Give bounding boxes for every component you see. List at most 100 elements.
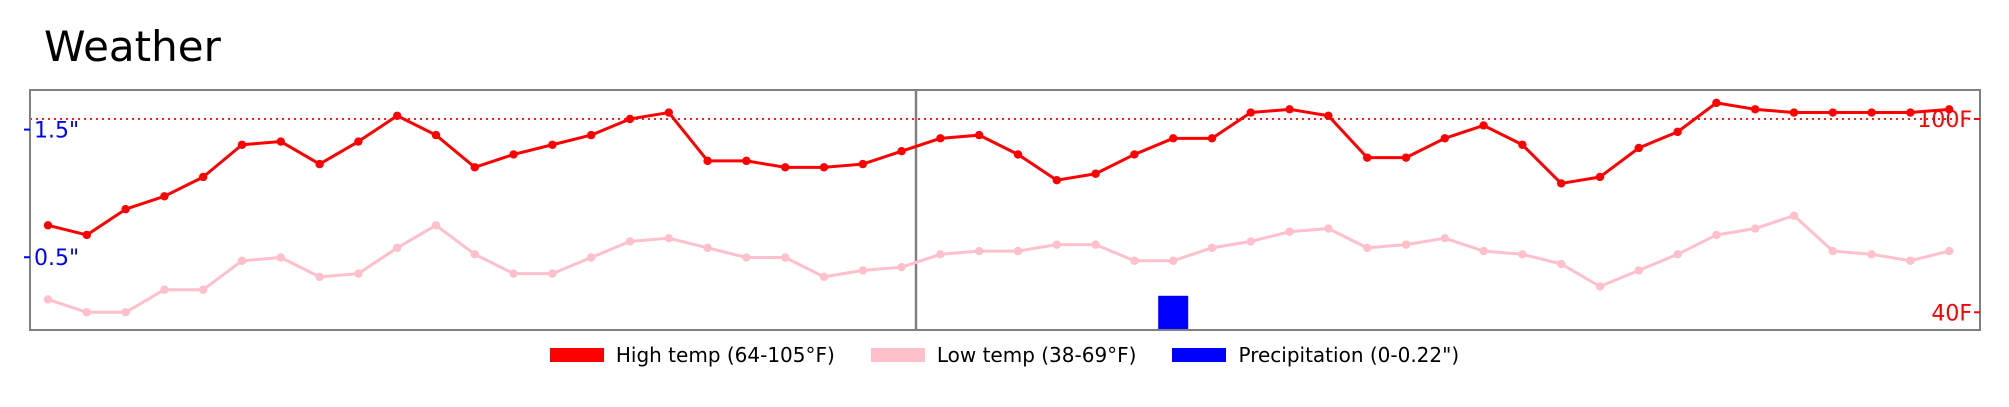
high-temp-point [160,192,169,201]
low-temp-point [1673,250,1682,259]
low-temp-point [1363,243,1372,253]
low-temp-point [858,266,867,275]
low-temp-point [315,272,324,282]
low-temp-point [936,250,945,259]
high-temp-point [897,147,906,156]
high-temp-point [858,159,867,169]
low-temp-point [43,295,53,304]
low-temp-point [1207,243,1217,253]
high-temp-point [43,221,53,230]
legend-label-precip: Precipitation (0-0.22") [1238,343,1460,367]
low-temp-point [1052,240,1062,249]
low-temp-point [82,308,92,317]
low-temp-point [1285,227,1294,236]
high-temp-series [43,98,1954,240]
low-temp-point [199,285,208,294]
precip-tick-label: 0.5" [34,246,79,271]
high-temp-point [393,111,402,120]
low-temp-point [431,221,441,230]
high-temp-line [47,101,1950,237]
low-temp-point [897,262,906,272]
low-temp-point [975,246,984,256]
high-temp-point [1479,121,1488,130]
low-temp-point [781,253,790,262]
high-temp-point [121,204,130,214]
low-temp-point [1867,250,1876,259]
high-temp-point [664,108,673,117]
weather-chart: 0.5" 1.5" 40F 100F [24,89,1981,331]
low-temp-point [1712,230,1721,240]
low-temp-point [742,253,751,262]
high-temp-point [237,140,247,149]
high-temp-point [1169,134,1178,143]
low-temp-point [1091,240,1100,249]
legend-swatch-low [870,348,925,362]
high-temp-point [625,114,635,124]
high-temp-point [82,230,92,240]
low-temp-point [1906,256,1915,265]
high-temp-point [1091,169,1100,178]
low-temp-point [393,243,402,253]
low-temp-point [1634,266,1644,275]
high-temp-point [1518,140,1527,149]
low-temp-point [1130,256,1139,265]
low-temp-point [548,269,557,278]
low-temp-point [1751,224,1760,233]
high-temp-point [1440,134,1450,143]
legend-swatch-high [549,348,604,362]
high-temp-point [1712,98,1721,108]
high-temp-point [1207,134,1217,143]
temp-tick-label: 100F [1917,108,1972,133]
low-temp-point [1945,246,1954,256]
high-temp-point [199,172,208,182]
high-temp-point [1052,176,1062,185]
legend-swatch-precip [1172,348,1227,362]
high-temp-point [509,150,518,159]
precipitation-axis: 0.5" 1.5" [24,119,79,271]
low-temp-point [819,272,829,282]
precip-bar [1158,295,1189,330]
plot-frame [29,89,1981,331]
low-temp-point [1013,246,1023,256]
low-temp-point [1828,246,1838,256]
low-temp-point [1246,237,1256,246]
high-temp-point [548,140,557,149]
low-temp-point [160,285,169,294]
low-temp-point [354,269,363,278]
low-temp-series [43,211,1954,317]
low-temp-point [587,253,596,262]
legend-label-high: High temp (64-105°F) [615,343,835,367]
low-temp-point [1479,246,1488,256]
high-temp-point [315,159,324,169]
high-temp-point [276,137,285,146]
low-temp-point [1789,211,1799,220]
low-temp-point [664,233,673,243]
high-temp-point [1013,150,1023,159]
high-temp-point [819,163,829,172]
high-temp-point [1945,105,1954,114]
high-temp-point [1673,127,1682,137]
low-temp-point [1169,256,1178,265]
high-temp-point [1324,111,1333,120]
high-temp-point [742,156,751,166]
high-temp-point [1906,108,1915,117]
low-temp-point [509,269,518,278]
temperature-axis: 40F 100F [1917,108,1980,326]
legend: High temp (64-105°F) Low temp (38-69°F) … [0,343,2009,367]
high-temp-point [1867,108,1876,117]
high-temp-point [431,130,441,140]
high-temp-point [1634,143,1644,153]
high-temp-point [1557,179,1566,188]
precip-tick-label: 1.5" [34,119,79,144]
legend-label-low: Low temp (38-69°F) [936,343,1137,367]
legend-item-precip: Precipitation (0-0.22") [1172,343,1459,367]
high-temp-point [703,156,712,166]
legend-item-high: High temp (64-105°F) [549,343,835,367]
low-temp-point [1401,240,1411,249]
low-temp-line [47,214,1950,314]
legend-item-low: Low temp (38-69°F) [870,343,1137,367]
high-temp-point [1285,105,1294,114]
low-temp-point [237,256,247,265]
high-temp-point [587,130,596,140]
high-temp-point [1595,172,1605,182]
